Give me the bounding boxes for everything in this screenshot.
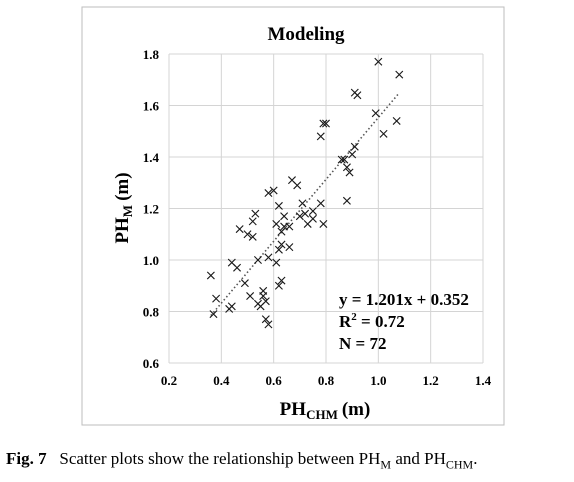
data-point: [274, 281, 283, 290]
data-point: [342, 163, 351, 172]
x-axis-label-unit: (m): [342, 399, 370, 420]
data-point: [248, 232, 257, 241]
x-axis-label: PHCHM (m): [280, 399, 371, 422]
x-tick-label: 1.0: [370, 373, 386, 388]
caption-sub-a: M: [380, 457, 392, 472]
data-point: [285, 243, 294, 252]
data-point: [342, 196, 351, 205]
y-axis-label-main: PH: [112, 217, 133, 244]
data-point: [319, 219, 328, 228]
x-axis-label-sub: CHM: [306, 407, 338, 422]
scatter-chart: 0.2 0.4 0.6 0.8 1.0 1.2 1.4 0.6 0.8 1.0 1.2 1.4 1.6 1…: [81, 6, 505, 426]
data-point: [269, 186, 278, 195]
data-point: [308, 207, 317, 216]
y-tick-label: 1.4: [143, 150, 160, 165]
y-tick-label: 1.6: [143, 99, 160, 114]
data-point: [379, 129, 388, 138]
y-tick-label: 1.0: [143, 253, 159, 268]
data-point: [246, 292, 255, 301]
y-tick-label: 1.8: [143, 47, 160, 62]
data-point: [264, 189, 273, 198]
data-point: [274, 201, 283, 210]
data-point: [253, 256, 262, 264]
data-point: [233, 263, 242, 272]
x-tick-label: 1.2: [423, 373, 439, 388]
x-tick-label: 0.8: [318, 373, 335, 388]
chart-frame: [81, 6, 505, 426]
data-point: [298, 199, 307, 208]
data-point: [345, 168, 354, 177]
x-tick-label: 0.6: [266, 373, 283, 388]
trendline-group: [210, 92, 400, 317]
data-point: [206, 271, 215, 280]
data-point: [277, 227, 286, 236]
data-point: [248, 217, 257, 226]
chart-title: Modeling: [267, 24, 345, 45]
data-point: [295, 212, 304, 221]
y-axis-label-unit: (m): [112, 172, 133, 200]
r-squared-label: R2 = 0.72: [339, 311, 405, 331]
x-tick-label: 1.4: [475, 373, 492, 388]
data-point: [350, 142, 359, 151]
y-axis-label: PHM (m): [112, 172, 135, 243]
figure-caption: Fig. 7 Scatter plots show the relationsh…: [6, 449, 477, 472]
gridlines: [168, 53, 484, 364]
data-point: [261, 315, 270, 324]
equation-label: y = 1.201x + 0.352: [339, 290, 469, 309]
data-point: [272, 219, 281, 228]
data-point: [235, 225, 244, 234]
y-tick-label: 0.6: [143, 356, 160, 371]
data-point: [340, 155, 349, 164]
data-point: [353, 91, 362, 100]
data-point: [264, 253, 273, 262]
data-point: [277, 240, 286, 249]
data-point: [277, 276, 286, 285]
data-point: [374, 57, 383, 66]
data-point: [319, 119, 328, 128]
data-point: [272, 258, 281, 267]
data-point: [301, 209, 310, 218]
y-axis-label-sub: M: [120, 205, 135, 217]
caption-label: Fig. 7: [6, 449, 47, 468]
y-tick-label: 0.8: [143, 305, 160, 320]
data-point: [316, 132, 325, 141]
y-tick-label: 1.2: [143, 202, 159, 217]
caption-text-c: .: [473, 449, 478, 468]
data-point: [337, 155, 346, 164]
caption-text-b: and PH: [391, 449, 446, 468]
data-point: [280, 212, 289, 221]
caption-text-a: Scatter plots show the relationship betw…: [59, 449, 381, 468]
data-point: [395, 70, 404, 79]
caption-sub-b: CHM: [445, 457, 474, 472]
data-point: [322, 119, 330, 128]
data-point: [227, 302, 236, 311]
data-point: [316, 199, 325, 208]
data-point: [209, 310, 218, 319]
data-point: [348, 150, 357, 159]
data-point: [212, 294, 221, 303]
data-point: [261, 297, 270, 306]
data-point: [251, 209, 260, 218]
data-point: [285, 222, 294, 231]
sample-count-label: N = 72: [339, 334, 386, 353]
x-tick-label: 0.4: [213, 373, 230, 388]
data-points: [206, 57, 404, 329]
data-point: [243, 230, 252, 239]
data-point: [259, 286, 268, 295]
data-point: [274, 245, 283, 254]
x-axis-label-main: PH: [280, 399, 307, 420]
trendline: [210, 92, 400, 317]
data-point: [308, 214, 317, 223]
data-point: [293, 181, 302, 190]
tick-labels: 0.2 0.4 0.6 0.8 1.0 1.2 1.4 0.6 0.8 1.0 1.2 1.4 1.6 1…: [143, 47, 492, 388]
data-point: [264, 320, 273, 329]
data-point: [392, 116, 401, 125]
data-point: [240, 279, 249, 288]
x-tick-label: 0.2: [161, 373, 177, 388]
data-point: [371, 109, 380, 118]
